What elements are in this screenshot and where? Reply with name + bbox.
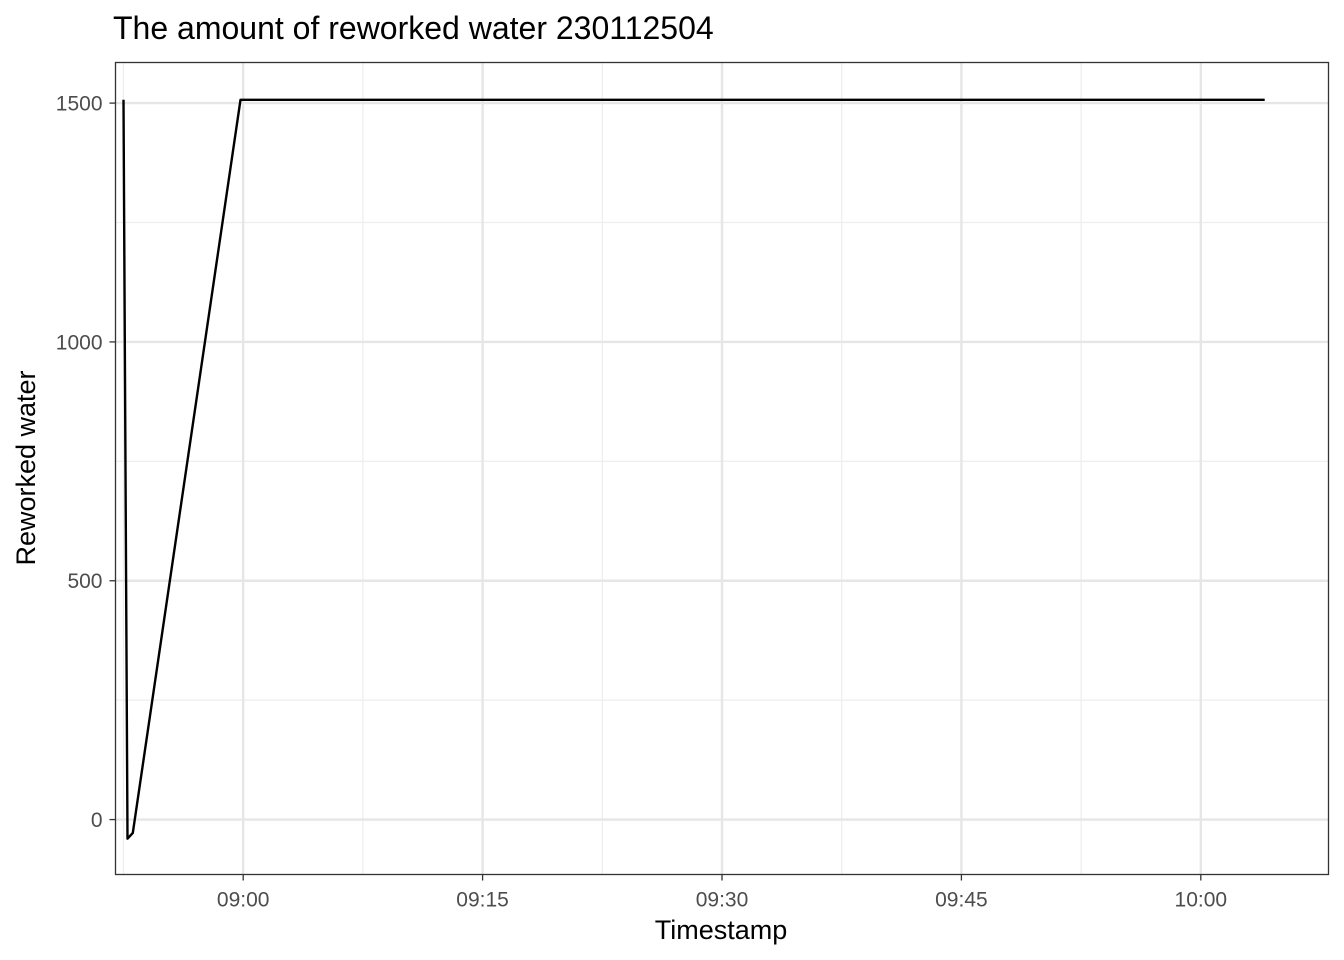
y-tick-label: 500	[67, 570, 102, 593]
x-tick-label: 09:15	[456, 889, 509, 912]
x-tick-label: 10:00	[1175, 889, 1228, 912]
series-lines	[122, 98, 1265, 840]
y-axis-title: Reworked water	[11, 370, 41, 565]
x-tick-label: 09:45	[935, 889, 988, 912]
major-gridlines	[115, 62, 1329, 875]
chart-title: The amount of reworked water 230112504	[113, 10, 714, 46]
y-axis-ticks: 0 500 1000 1500	[56, 93, 116, 832]
x-tick-label: 09:00	[217, 889, 270, 912]
y-tick-label: 1500	[56, 93, 103, 116]
y-tick-label: 1000	[56, 331, 103, 354]
x-axis-ticks: 09:00 09:15 09:30 09:45 10:00	[217, 874, 1228, 912]
x-axis-title: Timestamp	[655, 915, 788, 945]
x-tick-label: 09:30	[696, 889, 749, 912]
y-tick-label: 0	[91, 809, 103, 832]
series-line	[122, 98, 1265, 840]
